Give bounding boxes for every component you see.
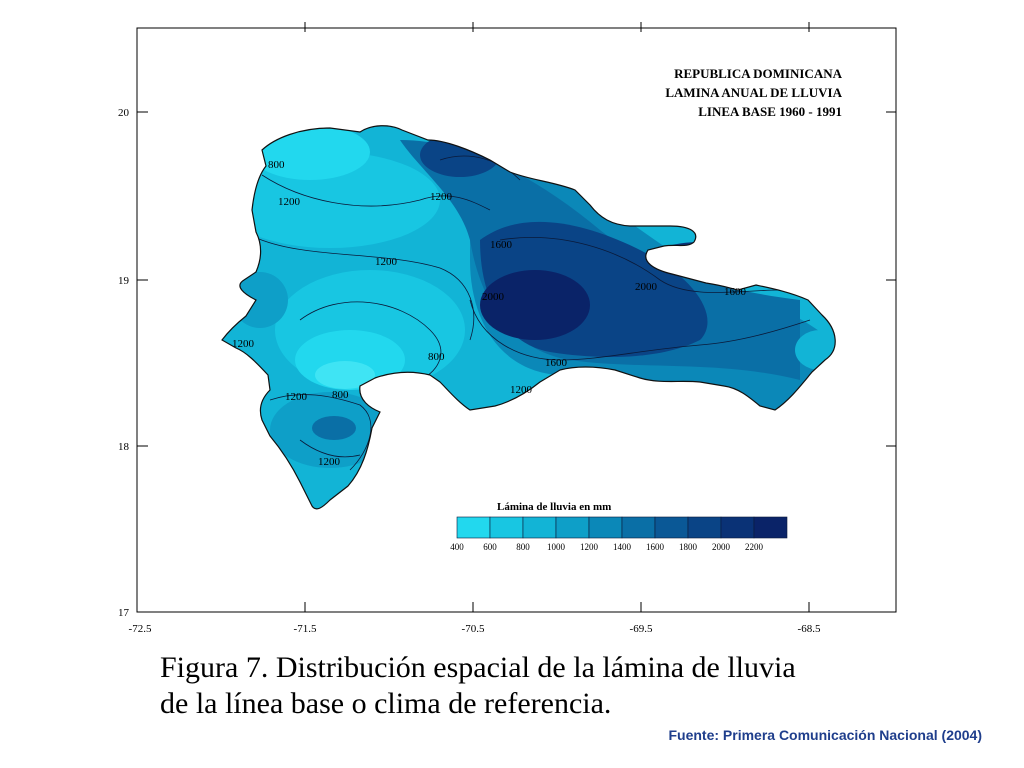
y-tick-label: 18 [118,441,130,453]
legend-swatch [687,516,722,539]
contour-label: 800 [268,159,285,171]
contour-label: 800 [428,351,445,363]
source-credit: Fuente: Primera Comunicación Nacional (2… [668,727,982,743]
legend-swatch [522,516,557,539]
legend-swatch [720,516,755,539]
x-tick-label: -72.5 [129,623,152,635]
legend-swatch [621,516,656,539]
map-title: REPUBLICA DOMINICANA LAMINA ANUAL DE LLU… [665,66,842,119]
y-axis: 20 19 18 17 [118,107,896,619]
contour-label: 1600 [724,286,747,298]
legend-title: Lámina de lluvia en mm [497,501,611,513]
contour-label: 1200 [285,391,308,403]
legend-swatch [456,516,491,539]
island-outline [221,125,836,510]
caption-line: de la línea base o clima de referencia. [160,687,612,720]
legend-label: 800 [516,542,530,552]
rainfall-map: 800 1200 1200 1200 1600 2000 1600 1200 2… [118,22,897,635]
x-tick-label: -69.5 [630,623,653,635]
contour-label: 2000 [482,291,505,303]
contour-label: 2000 [635,281,658,293]
figure-caption: Figura 7. Distribución espacial de la lá… [160,650,920,722]
y-tick-label: 20 [118,107,130,119]
contour-label: 1200 [510,384,533,396]
contour-label: 1600 [490,239,513,251]
legend-label: 600 [483,542,497,552]
contour-label: 1200 [375,256,398,268]
rainfall-legend: Lámina de lluvia en mm 400 600 800 1000 1200… [450,501,788,552]
contour-label: 1200 [232,338,255,350]
legend-label: 1400 [613,542,632,552]
map-title-line: LINEA BASE 1960 - 1991 [698,104,842,119]
legend-swatch [489,516,524,539]
map-title-line: REPUBLICA DOMINICANA [674,66,843,81]
caption-line: Figura 7. Distribución espacial de la lá… [160,651,796,684]
contour-lines [249,155,811,471]
x-tick-label: -68.5 [798,623,821,635]
legend-label: 1800 [679,542,698,552]
map-frame [136,27,897,613]
legend-label: 2000 [712,542,731,552]
legend-swatch [654,516,689,539]
x-tick-label: -71.5 [294,623,317,635]
contour-label: 800 [332,389,349,401]
legend-label: 2200 [745,542,764,552]
map-title-line: LAMINA ANUAL DE LLUVIA [665,85,842,100]
y-tick-label: 19 [118,275,130,287]
x-tick-label: -70.5 [462,623,485,635]
legend-swatch [555,516,590,539]
island-rainfall-fill [222,125,836,509]
x-axis: -72.5 -71.5 -70.5 -69.5 -68.5 [129,22,821,635]
contour-label: 1200 [278,196,301,208]
legend-label: 1600 [646,542,665,552]
y-tick-label: 17 [118,607,130,619]
legend-swatch [588,516,623,539]
legend-swatches [456,516,788,539]
legend-labels: 400 600 800 1000 1200 1400 1600 1800 2000 2200 [450,542,763,552]
legend-swatch [753,516,788,539]
contour-label: 1200 [430,191,453,203]
contour-label-group: 800 1200 1200 1200 1600 2000 1600 1200 2… [232,159,747,468]
legend-label: 1200 [580,542,599,552]
contour-label: 1200 [318,456,341,468]
contour-label: 1600 [545,357,568,369]
legend-label: 1000 [547,542,566,552]
legend-label: 400 [450,542,464,552]
